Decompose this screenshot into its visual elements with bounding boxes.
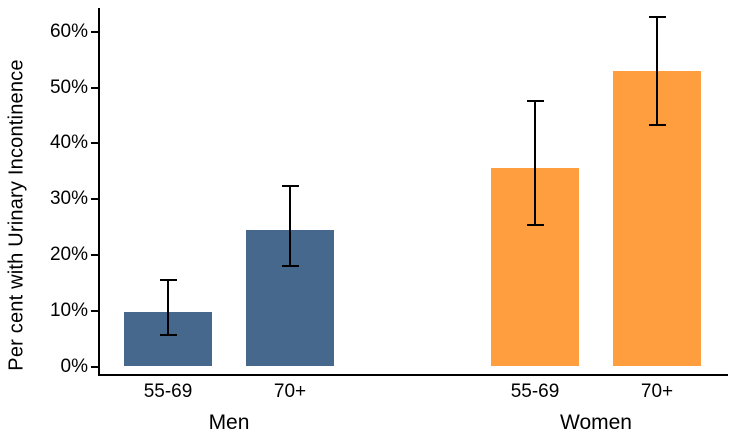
y-tick-mark <box>91 142 98 145</box>
y-tick-mark <box>91 86 98 89</box>
y-tick-label: 40% <box>49 132 88 154</box>
error-bar-cap-bottom <box>526 224 544 227</box>
error-bar-cap-top <box>159 279 177 281</box>
y-tick-mark <box>91 365 98 368</box>
x-axis-line <box>98 374 728 376</box>
error-bar-cap-bottom <box>648 123 666 126</box>
y-tick-label: 0% <box>60 355 88 377</box>
error-bar-cap-top <box>648 16 666 19</box>
error-bar-line <box>289 186 291 267</box>
x-category-label: 55-69 <box>510 381 560 402</box>
error-bar-line <box>534 101 536 226</box>
error-bar-cap-bottom <box>281 265 299 268</box>
y-tick-mark <box>91 198 98 201</box>
y-tick-mark <box>91 309 98 312</box>
error-bar-line <box>656 17 658 125</box>
x-category-label: 70+ <box>640 381 674 402</box>
y-tick-mark <box>91 253 98 256</box>
y-tick-label: 50% <box>49 76 88 98</box>
y-axis-line <box>98 8 100 376</box>
y-tick-mark <box>91 30 98 33</box>
y-tick-label: 10% <box>49 299 88 321</box>
error-bar-line <box>167 280 169 336</box>
error-bar-cap-bottom <box>159 334 177 337</box>
y-tick-label: 30% <box>49 188 88 210</box>
error-bar-cap-top <box>281 185 299 188</box>
x-category-label: 70+ <box>273 381 307 402</box>
y-tick-label: 20% <box>49 243 88 265</box>
y-tick-label: 60% <box>49 20 88 42</box>
x-group-label-men: Men <box>208 411 250 434</box>
x-group-label-women: Women <box>560 411 632 434</box>
x-category-label: 55-69 <box>143 381 193 402</box>
error-bar-cap-top <box>526 100 544 103</box>
